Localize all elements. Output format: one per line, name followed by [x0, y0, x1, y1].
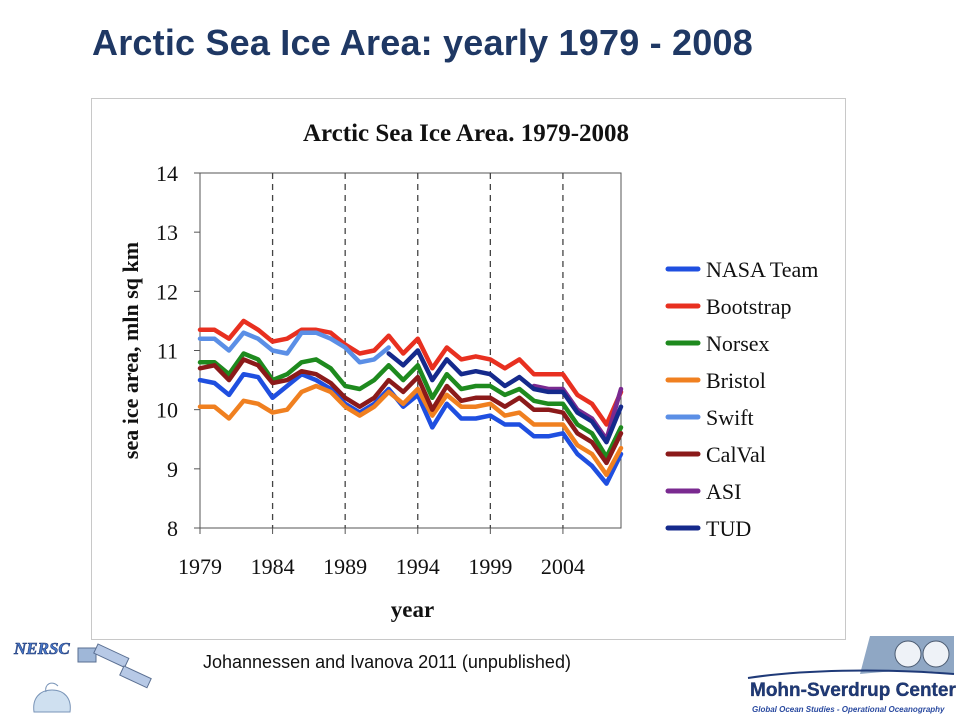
x-tick-label: 1999 — [468, 554, 512, 579]
legend-label: Bristol — [706, 368, 766, 393]
legend-label: NASA Team — [706, 257, 818, 282]
legend-label: TUD — [706, 516, 751, 541]
series-line-bootstrap — [197, 318, 624, 427]
series-line-calval — [197, 357, 624, 466]
legend-label: ASI — [706, 479, 741, 504]
chart-title: Arctic Sea Ice Area. 1979-2008 — [303, 120, 629, 147]
legend-label: Norsex — [706, 331, 770, 356]
nersc-logo-text: NERSC — [13, 639, 70, 658]
y-tick-label: 12 — [156, 279, 178, 304]
chart-frame: Arctic Sea Ice Area. 1979-2008 8 9 10 11 12 13… — [91, 98, 846, 640]
series-line-nasa-team — [197, 371, 624, 486]
series-line-bristol — [197, 383, 624, 478]
x-tick-label: 1989 — [323, 554, 367, 579]
x-tick-label: 2004 — [541, 554, 585, 579]
slide-title: Arctic Sea Ice Area: yearly 1979 - 2008 — [92, 22, 753, 63]
mohn-sverdrup-logo: Mohn-Sverdrup Center Global Ocean Studie… — [747, 636, 957, 714]
nersc-logo: NERSC — [13, 639, 152, 713]
legend-label: CalVal — [706, 442, 766, 467]
y-tick-label: 10 — [156, 398, 178, 423]
x-tick-label: 1994 — [396, 554, 440, 579]
legend-label: Bootstrap — [706, 294, 792, 319]
mohn-sverdrup-title: Mohn-Sverdrup Center — [750, 680, 956, 701]
legend-label: Swift — [706, 405, 754, 430]
series-line-swift — [197, 330, 391, 365]
x-axis-label: year — [391, 597, 434, 622]
mohn-sverdrup-subtitle: Global Ocean Studies - Operational Ocean… — [752, 705, 945, 714]
y-tick-label: 11 — [157, 339, 178, 364]
citation-credit: Johannessen and Ivanova 2011 (unpublishe… — [203, 652, 571, 672]
y-tick-label: 8 — [167, 516, 178, 541]
y-tick-label: 13 — [156, 220, 178, 245]
y-tick-label: 14 — [156, 161, 178, 186]
line-chart: Arctic Sea Ice Area. 1979-2008 8 9 10 11 12 13… — [118, 120, 818, 622]
x-tick-label: 1984 — [251, 554, 295, 579]
series-line-tud — [386, 348, 624, 445]
y-tick-label: 9 — [167, 457, 178, 482]
x-tick-label: 1979 — [178, 554, 222, 579]
y-axis-label: sea ice area, mln sq km — [118, 242, 143, 459]
plot-area — [199, 172, 622, 529]
